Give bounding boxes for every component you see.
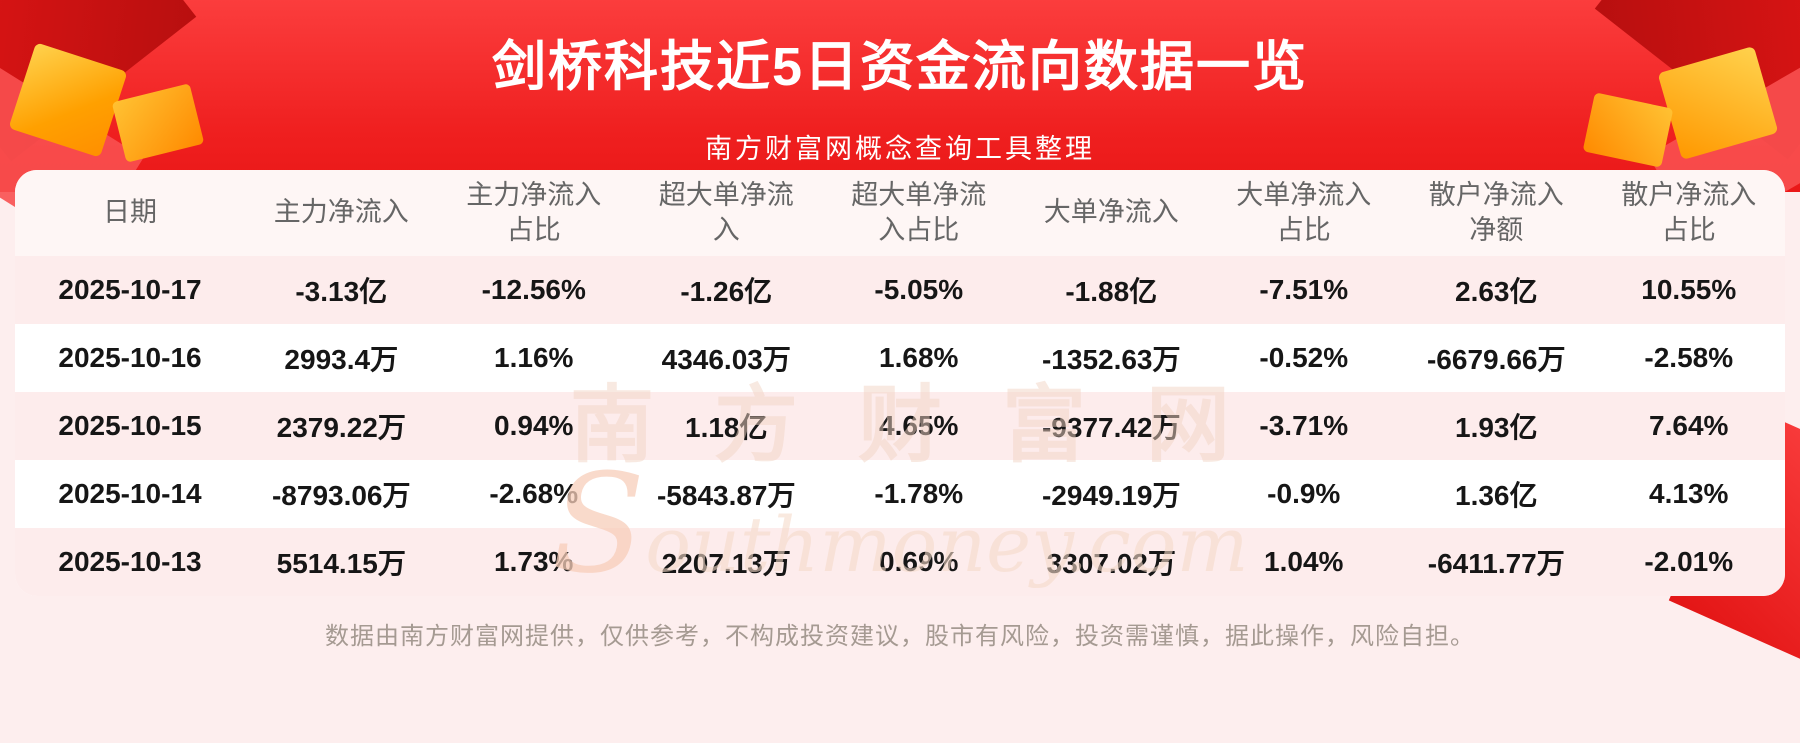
column-header-xl-order-net-inflow-ratio: 超大单净流 入占比 — [851, 179, 987, 245]
table-row: 2025-10-15 2379.22万 0.94% 1.18亿 4.65% -9… — [15, 392, 1785, 460]
table-cell: 4346.03万 — [661, 344, 791, 375]
table-cell: 1.16% — [494, 342, 574, 373]
column-header-large-order-net-inflow: 大单净流入 — [1043, 197, 1179, 228]
table-cell: -1.26亿 — [680, 276, 773, 307]
page-title: 剑桥科技近5日资金流向数据一览 — [491, 37, 1309, 97]
table-row: 2025-10-14 -8793.06万 -2.68% -5843.87万 -1… — [15, 460, 1785, 528]
table-cell: 2025-10-16 — [58, 342, 202, 373]
table-cell: -5843.87万 — [656, 480, 796, 511]
table-cell: 7.64% — [1649, 410, 1729, 441]
table-cell: -2.58% — [1644, 342, 1734, 373]
disclaimer-text: 数据由南方财富网提供，仅供参考，不构成投资建议，股市有风险，投资需谨慎，据此操作… — [325, 623, 1475, 650]
table-cell: -8793.06万 — [271, 480, 411, 511]
column-header-main-net-inflow: 主力净流入 — [273, 197, 409, 228]
table-cell: 0.94% — [494, 410, 574, 441]
table-cell: -6679.66万 — [1426, 344, 1566, 375]
table-cell: -3.13亿 — [295, 276, 388, 307]
column-header-xl-order-net-inflow: 超大单净流 入 — [658, 179, 794, 245]
table-cell: -7.51% — [1259, 274, 1349, 305]
table-cell: 5514.15万 — [276, 548, 406, 579]
table-cell: 2025-10-17 — [58, 274, 202, 305]
table-cell: -2.01% — [1644, 546, 1734, 577]
table-cell: 1.04% — [1264, 546, 1344, 577]
table-cell: -3.71% — [1259, 410, 1349, 441]
page-subtitle: 南方财富网概念查询工具整理 — [705, 134, 1095, 164]
table-cell: 2993.4万 — [284, 344, 399, 375]
table-cell: 1.73% — [494, 546, 574, 577]
table-cell: 1.93亿 — [1455, 412, 1538, 443]
table-cell: 2207.13万 — [661, 548, 791, 579]
table-cell: -2949.19万 — [1041, 480, 1181, 511]
table-cell: 10.55% — [1641, 274, 1737, 305]
table-cell: 1.68% — [879, 342, 959, 373]
table-cell: -1.88亿 — [1065, 276, 1158, 307]
table-cell: -12.56% — [481, 274, 586, 305]
column-header-main-net-inflow-ratio: 主力净流入 占比 — [466, 179, 602, 245]
column-header-large-order-net-inflow-ratio: 大单净流入 占比 — [1236, 179, 1372, 245]
table-row: 2025-10-13 5514.15万 1.73% 2207.13万 0.69%… — [15, 528, 1785, 596]
table-cell: 0.69% — [879, 546, 959, 577]
table-cell: 2025-10-14 — [58, 478, 202, 509]
table-cell: -1.78% — [874, 478, 964, 509]
table-cell: -0.9% — [1267, 478, 1341, 509]
table-cell: -2.68% — [489, 478, 579, 509]
table-cell: 3307.02万 — [1046, 548, 1176, 579]
table-cell: 4.65% — [879, 410, 959, 441]
column-header-retail-net-inflow-ratio: 散户净流入 占比 — [1621, 179, 1757, 245]
header-banner: 剑桥科技近5日资金流向数据一览 南方财富网概念查询工具整理 — [0, 0, 1800, 166]
table-cell: -9377.42万 — [1041, 412, 1181, 443]
table-row: 2025-10-16 2993.4万 1.16% 4346.03万 1.68% … — [15, 324, 1785, 392]
table-cell: -5.05% — [874, 274, 964, 305]
table-body: 2025-10-17 -3.13亿 -12.56% -1.26亿 -5.05% … — [15, 256, 1785, 596]
fund-flow-table: 日期 主力净流入 主力净流入 占比 超大单净流 入 超大单净流 入占比 大单净流… — [15, 170, 1785, 596]
table-cell: 2379.22万 — [276, 412, 406, 443]
table-cell: -1352.63万 — [1041, 344, 1181, 375]
banner-background — [0, 0, 1800, 192]
table-cell: 2025-10-15 — [58, 410, 202, 441]
table-cell: 4.13% — [1649, 478, 1729, 509]
table-cell: 1.36亿 — [1455, 480, 1538, 511]
table-header-row: 日期 主力净流入 主力净流入 占比 超大单净流 入 超大单净流 入占比 大单净流… — [15, 170, 1785, 256]
table-cell: -6411.77万 — [1427, 548, 1565, 579]
table-row: 2025-10-17 -3.13亿 -12.56% -1.26亿 -5.05% … — [15, 256, 1785, 324]
table-cell: 1.18亿 — [685, 412, 768, 443]
table-cell: 2025-10-13 — [58, 546, 202, 577]
column-header-date: 日期 — [103, 197, 157, 228]
table-cell: 2.63亿 — [1455, 276, 1538, 307]
table-cell: -0.52% — [1259, 342, 1349, 373]
column-header-retail-net-inflow: 散户净流入 净额 — [1428, 179, 1564, 245]
